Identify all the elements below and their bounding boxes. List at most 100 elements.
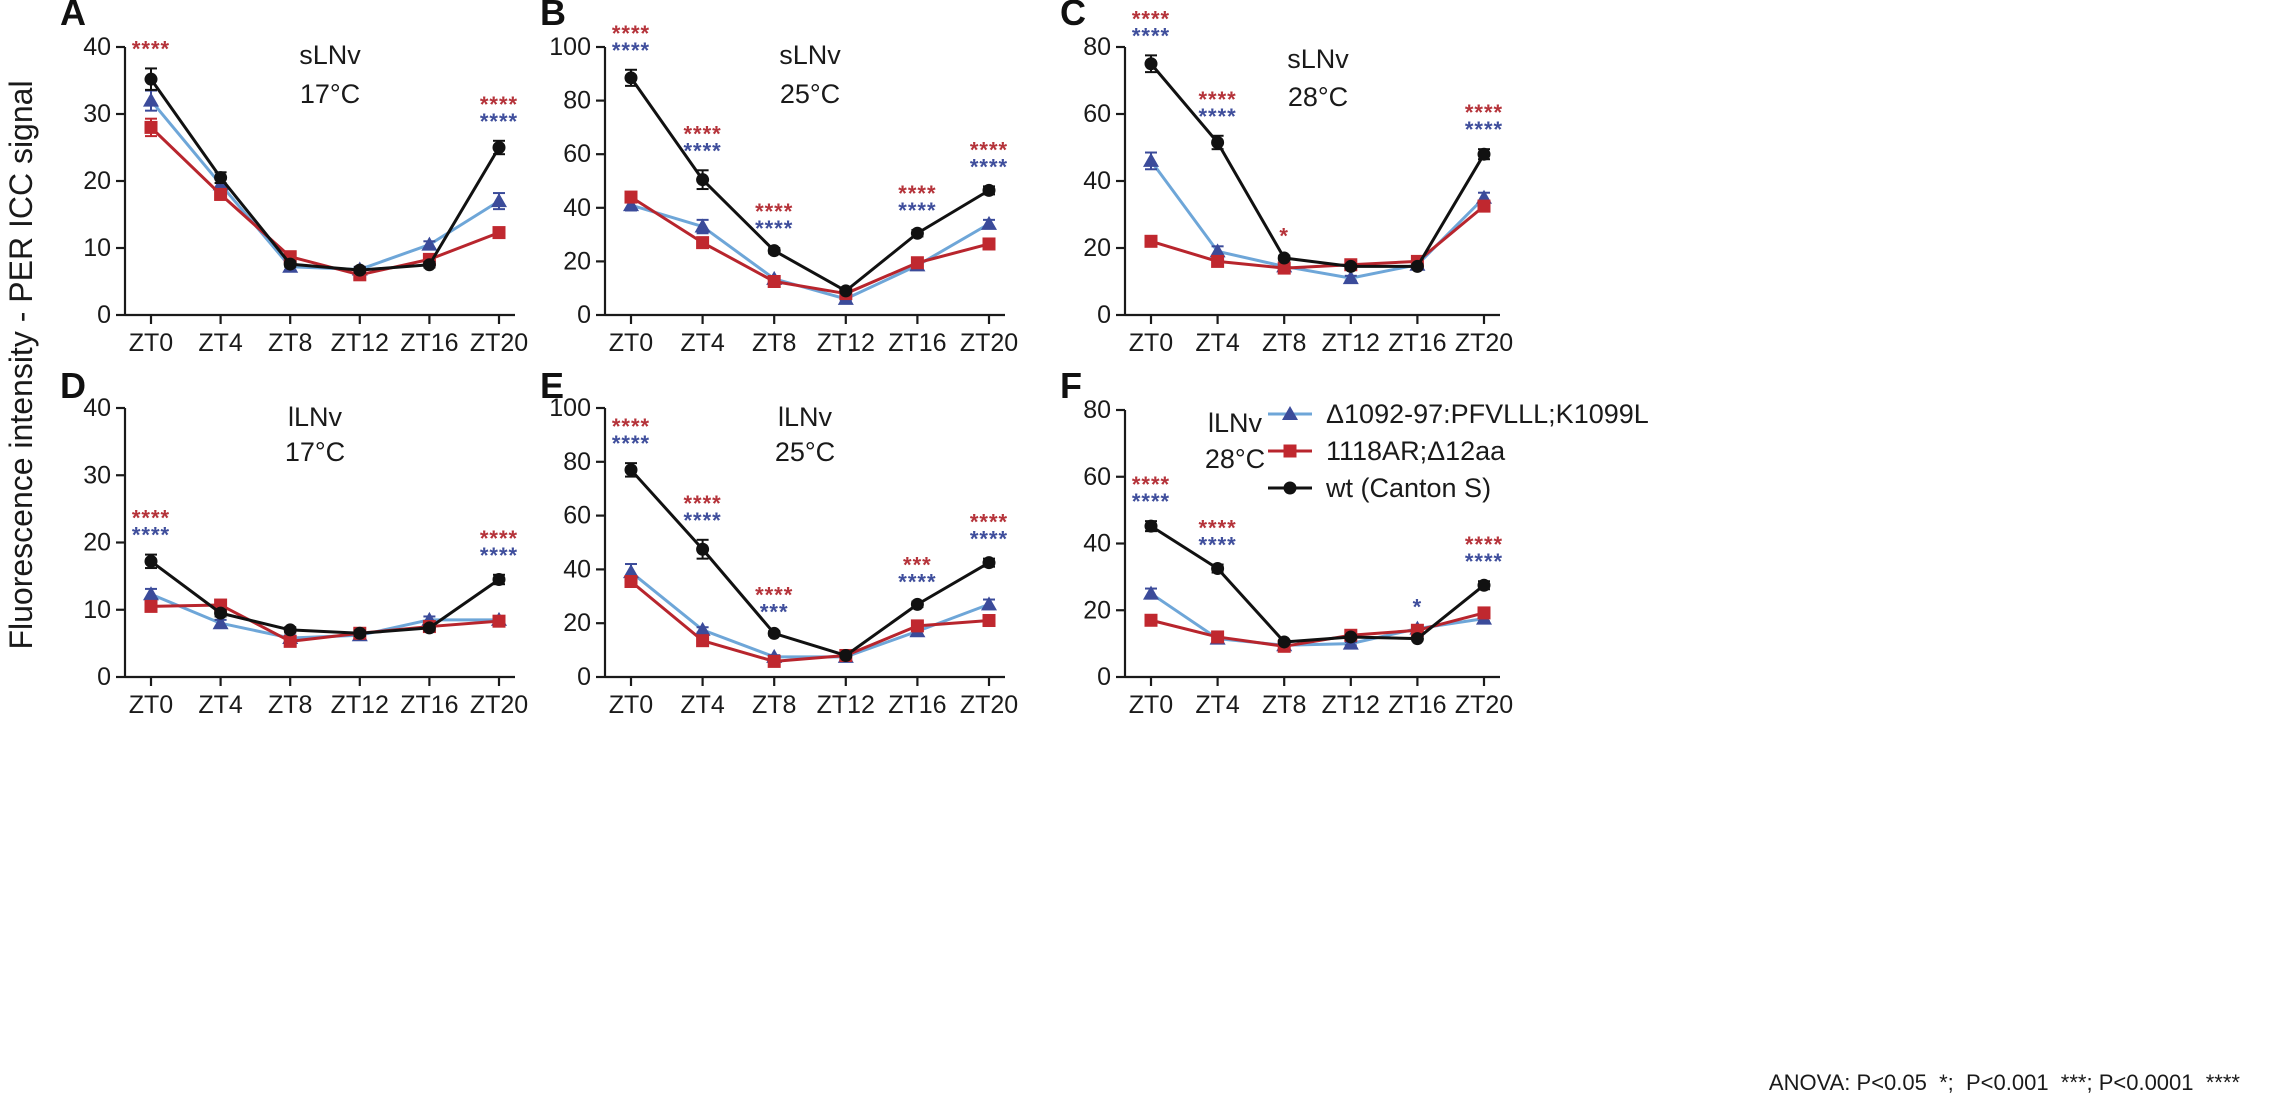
legend-label: Δ1092-97:PFVLLL;K1099L bbox=[1326, 399, 1649, 429]
significance-stars: **** bbox=[1198, 516, 1236, 541]
x-tick-label: ZT20 bbox=[1455, 691, 1513, 719]
y-tick-label: 10 bbox=[83, 234, 111, 262]
y-tick-label: 60 bbox=[563, 502, 591, 530]
x-tick-label: ZT4 bbox=[680, 329, 725, 357]
data-point bbox=[696, 236, 710, 250]
series-line bbox=[1150, 524, 1485, 644]
y-tick-label: 30 bbox=[83, 100, 111, 128]
data-point bbox=[1209, 243, 1226, 258]
significance-stars: **** bbox=[612, 431, 650, 456]
data-point bbox=[623, 197, 639, 212]
x-tick-label: ZT12 bbox=[1322, 329, 1380, 357]
data-point bbox=[910, 597, 924, 611]
series-line bbox=[1149, 160, 1486, 280]
legend-item: Δ1092-97:PFVLLL;K1099L bbox=[1268, 399, 1649, 429]
series-line bbox=[1150, 204, 1485, 270]
data-point bbox=[767, 626, 781, 640]
temperature-label: 25°C bbox=[780, 79, 840, 109]
series-line bbox=[149, 99, 500, 271]
y-tick-label: 40 bbox=[1083, 530, 1111, 558]
data-point bbox=[1410, 632, 1424, 646]
data-point bbox=[623, 564, 639, 579]
data-point bbox=[981, 215, 997, 230]
significance-stars: **** bbox=[1465, 532, 1503, 557]
series-line bbox=[629, 76, 990, 293]
data-point bbox=[1477, 199, 1491, 213]
neuron-label: lLNv bbox=[288, 402, 343, 432]
data-point bbox=[624, 463, 638, 477]
x-tick-label: ZT16 bbox=[400, 329, 458, 357]
y-tick-label: 60 bbox=[563, 140, 591, 168]
data-point bbox=[1344, 630, 1358, 644]
data-point bbox=[491, 193, 507, 208]
x-tick-label: ZT4 bbox=[1195, 329, 1240, 357]
data-point bbox=[767, 654, 781, 668]
x-tick-label: ZT8 bbox=[268, 691, 312, 719]
data-point bbox=[910, 619, 924, 633]
temperature-label: 28°C bbox=[1288, 82, 1348, 112]
data-point bbox=[696, 173, 710, 187]
x-tick-label: ZT0 bbox=[129, 329, 173, 357]
data-point bbox=[144, 120, 158, 134]
y-tick-label: 20 bbox=[83, 529, 111, 557]
x-tick-label: ZT16 bbox=[1388, 691, 1446, 719]
data-point bbox=[214, 171, 228, 185]
neuron-label: lLNv bbox=[1208, 408, 1263, 438]
x-tick-label: ZT8 bbox=[752, 329, 796, 357]
significance-stars: **** bbox=[1132, 489, 1170, 514]
x-tick-label: ZT4 bbox=[198, 691, 243, 719]
significance-stars: **** bbox=[683, 138, 721, 163]
series-line bbox=[630, 580, 990, 663]
panel-e: E 0 20 40 60 80 100 ZT0 ZT4 ZT8 ZT12 ZT16 ZT20 lLNv 25… bbox=[540, 365, 1018, 719]
x-tick-label: ZT0 bbox=[609, 329, 653, 357]
significance-stars: **** bbox=[480, 92, 518, 117]
y-tick-label: 80 bbox=[563, 87, 591, 115]
data-point bbox=[1144, 57, 1158, 71]
x-tick-label: ZT16 bbox=[888, 329, 946, 357]
data-point bbox=[696, 542, 710, 556]
legend-marker bbox=[1283, 444, 1297, 458]
neuron-label: sLNv bbox=[1287, 44, 1349, 74]
y-tick-label: 0 bbox=[577, 301, 591, 329]
x-tick-label: ZT4 bbox=[198, 329, 243, 357]
significance-stars: **** bbox=[970, 510, 1008, 535]
series-line bbox=[1150, 611, 1485, 648]
data-point bbox=[1144, 519, 1158, 533]
data-point bbox=[492, 226, 506, 240]
legend-item: wt (Canton S) bbox=[1268, 473, 1491, 503]
data-point bbox=[696, 634, 710, 648]
data-point bbox=[492, 141, 506, 154]
significance-stars: **** bbox=[683, 121, 721, 146]
significance-stars: * bbox=[1279, 224, 1289, 249]
significance-stars: **** bbox=[480, 109, 518, 134]
significance-stars: **** bbox=[480, 526, 518, 551]
significance-stars: **** bbox=[1132, 6, 1170, 31]
x-tick-label: ZT8 bbox=[1262, 329, 1306, 357]
x-tick-label: ZT16 bbox=[888, 691, 946, 719]
significance-stars: **** bbox=[1465, 549, 1503, 574]
data-point bbox=[624, 190, 638, 204]
series-line bbox=[1150, 592, 1485, 647]
significance-stars: **** bbox=[1132, 472, 1170, 497]
data-point bbox=[1477, 578, 1491, 592]
data-point bbox=[214, 606, 228, 620]
data-point bbox=[1410, 259, 1424, 273]
significance-stars: **** bbox=[1465, 117, 1503, 142]
significance-stars: **** bbox=[612, 38, 650, 63]
series-black bbox=[624, 462, 996, 662]
data-point bbox=[1144, 613, 1158, 627]
data-point bbox=[910, 226, 924, 240]
data-point bbox=[214, 187, 228, 201]
y-tick-label: 0 bbox=[97, 301, 111, 329]
data-point bbox=[422, 621, 436, 635]
series-line bbox=[630, 195, 990, 296]
significance-stars: **** bbox=[970, 527, 1008, 552]
data-point bbox=[982, 237, 996, 251]
x-tick-label: ZT20 bbox=[470, 329, 528, 357]
series-line bbox=[149, 78, 501, 272]
significance-stars: **** bbox=[1198, 533, 1236, 558]
data-point bbox=[1477, 147, 1491, 161]
data-point bbox=[767, 244, 781, 258]
panel-letter: B bbox=[540, 0, 566, 33]
